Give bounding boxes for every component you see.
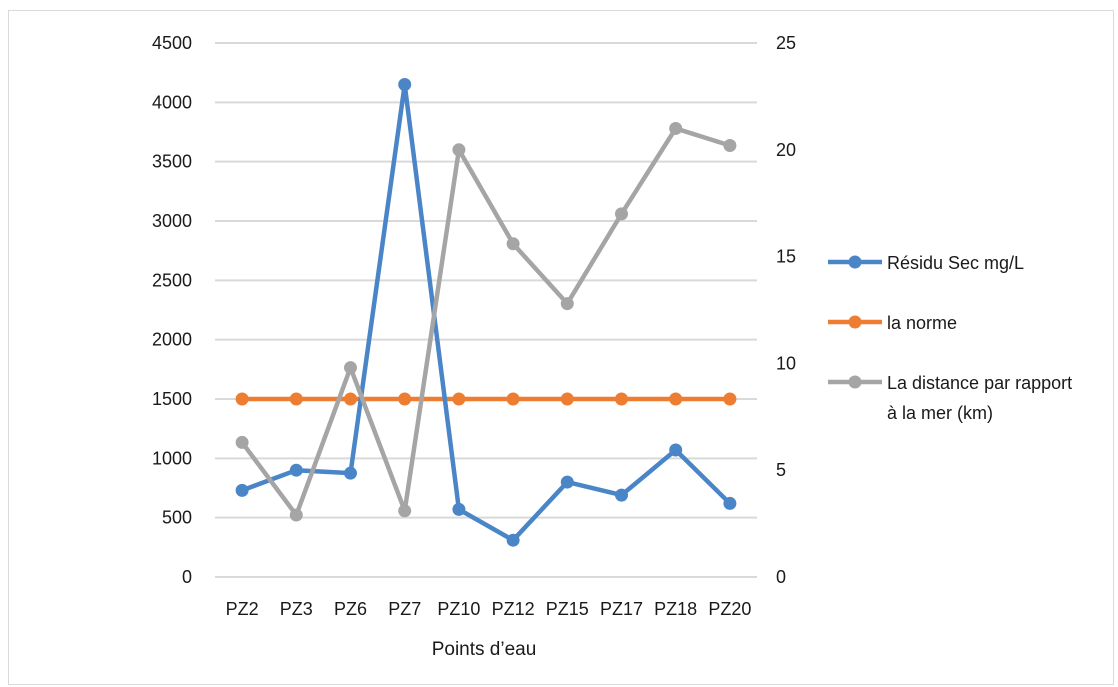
data-point: [506, 237, 520, 251]
legend-swatch-marker: [848, 315, 862, 329]
data-point: [289, 508, 303, 522]
x-tick-label: PZ15: [546, 599, 589, 619]
x-tick-label: PZ2: [226, 599, 259, 619]
x-tick-label: PZ10: [437, 599, 480, 619]
data-point: [398, 392, 412, 406]
data-point: [344, 392, 357, 406]
data-point: [452, 502, 466, 516]
y-left-tick-label: 3000: [152, 211, 192, 231]
data-point: [615, 488, 628, 502]
data-point: [506, 533, 520, 547]
data-point: [344, 466, 357, 480]
data-point: [669, 392, 683, 406]
data-point: [723, 392, 737, 406]
data-point: [560, 297, 574, 311]
legend-item: la norme: [828, 313, 957, 333]
series-1: [235, 392, 737, 406]
x-tick-label: PZ20: [708, 599, 751, 619]
series-line: [239, 82, 733, 543]
y-right-tick-label: 15: [776, 247, 796, 267]
x-tick-label: PZ18: [654, 599, 697, 619]
gridlines: [215, 42, 757, 578]
data-point: [615, 207, 628, 221]
y-right-tick-label: 20: [776, 140, 796, 160]
legend-swatch-marker: [848, 375, 862, 389]
y-right-tick-label: 5: [776, 460, 786, 480]
data-point: [398, 78, 412, 92]
data-point: [723, 139, 737, 153]
data-point: [289, 392, 303, 406]
x-tick-label: PZ7: [388, 599, 421, 619]
data-point: [669, 121, 683, 135]
data-point: [235, 435, 249, 449]
legend-label: à la mer (km): [887, 403, 993, 423]
data-point: [235, 392, 249, 406]
legend: Résidu Sec mg/L la norme La distance par r…: [828, 253, 1072, 423]
legend-label: Résidu Sec mg/L: [887, 253, 1024, 273]
y-right-tick-label: 10: [776, 353, 796, 373]
data-point: [560, 392, 574, 406]
data-point: [669, 443, 683, 457]
y-left-tick-label: 500: [162, 508, 192, 528]
y-right-tick-label: 0: [776, 567, 786, 587]
x-axis-ticks: PZ2 PZ3 PZ6 PZ7 PZ10 PZ12 PZ15 PZ17 PZ18 PZ20: [226, 599, 752, 619]
y-left-tick-label: 2000: [152, 330, 192, 350]
y-left-tick-label: 4500: [152, 33, 192, 53]
data-point: [344, 361, 357, 375]
legend-swatch-marker: [848, 255, 862, 269]
series-0: [235, 78, 737, 547]
data-point: [615, 392, 628, 406]
x-axis-title: Points d’eau: [432, 639, 537, 660]
series-layer: [235, 78, 737, 547]
legend-label: la norme: [887, 313, 957, 333]
data-point: [452, 143, 466, 157]
data-point: [452, 392, 466, 406]
y-left-tick-label: 2500: [152, 270, 192, 290]
chart-frame: [8, 10, 1114, 685]
data-point: [235, 483, 249, 497]
data-point: [506, 392, 520, 406]
legend-item: La distance par rapport à la mer (km): [828, 373, 1072, 423]
data-point: [289, 463, 303, 477]
y-left-tick-label: 3500: [152, 152, 192, 172]
data-point: [398, 504, 412, 518]
y-right-tick-label: 25: [776, 33, 796, 53]
y-left-tick-label: 4000: [152, 92, 192, 112]
legend-item: Résidu Sec mg/L: [828, 253, 1024, 273]
x-tick-label: PZ6: [334, 599, 367, 619]
x-tick-label: PZ17: [600, 599, 643, 619]
y-axis-left-ticks: 0 500 1000 1500 2000 2500 3000 3500 4000 4500: [152, 33, 192, 587]
y-left-tick-label: 1500: [152, 389, 192, 409]
legend-label: La distance par rapport: [887, 373, 1072, 393]
x-tick-label: PZ12: [492, 599, 535, 619]
y-left-tick-label: 1000: [152, 448, 192, 468]
series-2: [235, 121, 737, 522]
series-line: [239, 126, 733, 518]
y-left-tick-label: 0: [182, 567, 192, 587]
y-axis-right-ticks: 0 5 10 15 20 25: [776, 33, 796, 587]
data-point: [560, 475, 574, 489]
data-point: [723, 496, 737, 510]
x-tick-label: PZ3: [280, 599, 313, 619]
